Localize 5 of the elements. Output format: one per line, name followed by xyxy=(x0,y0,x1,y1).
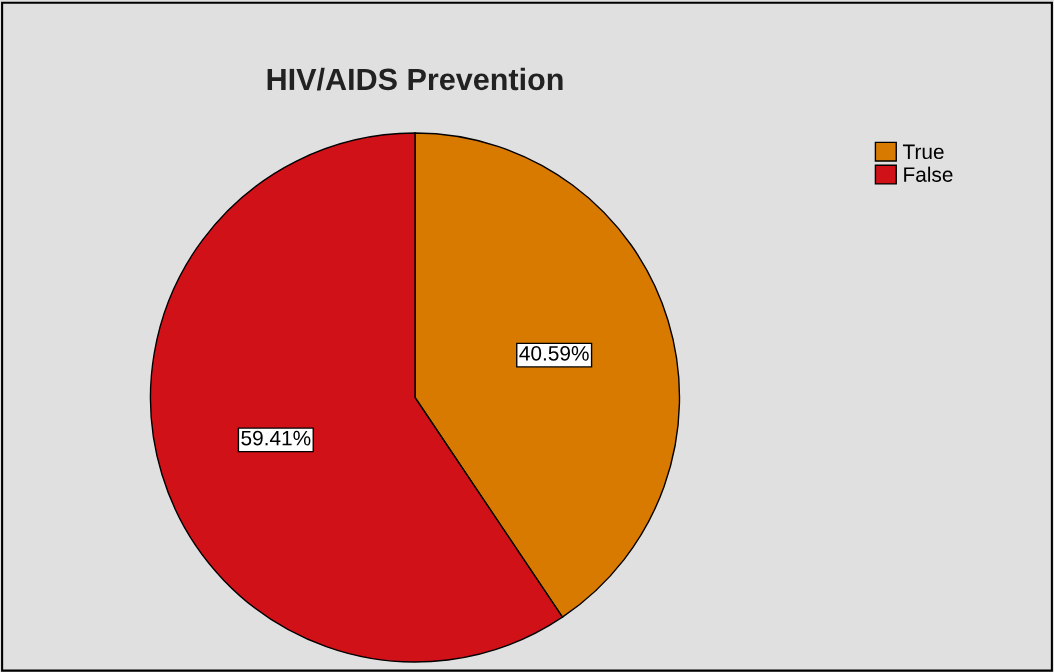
legend-label: False xyxy=(904,166,953,182)
chart-title: HIV/AIDS Prevention xyxy=(267,67,563,91)
data-label: 40.59% xyxy=(519,345,589,361)
legend-label: True xyxy=(902,144,944,160)
data-label: 59.41% xyxy=(241,430,311,446)
